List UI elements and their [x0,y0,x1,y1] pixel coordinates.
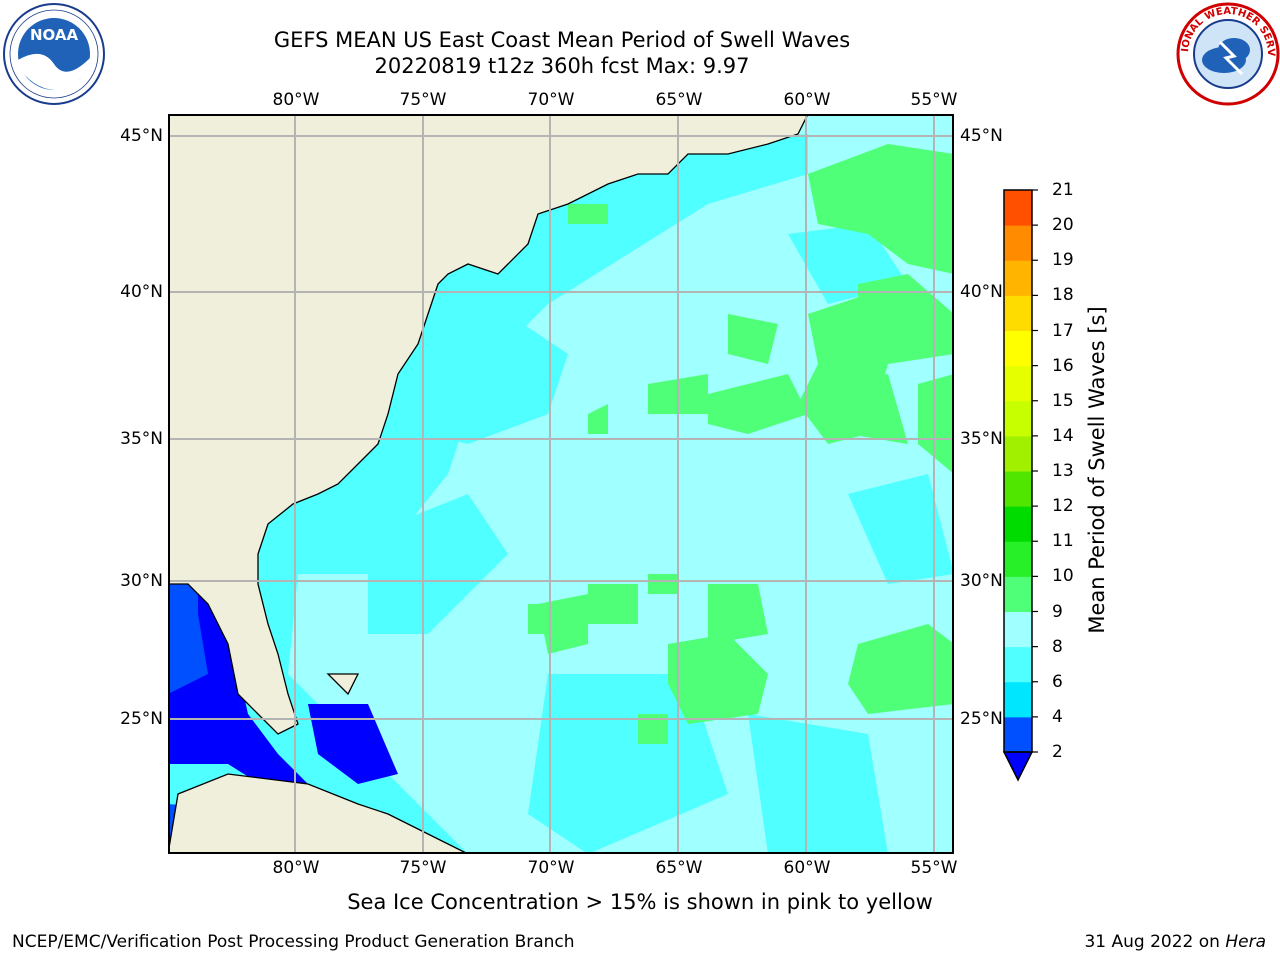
colorbar-segment [1004,541,1032,577]
colorbar-tick-label: 13 [1052,461,1074,481]
colorbar-tick-label: 17 [1052,320,1074,341]
chart-title: GEFS MEAN US East Coast Mean Period of S… [273,28,851,52]
lat-tick-right: 30°N [960,571,1003,591]
colorbar-segment [1004,225,1032,261]
colorbar-under-arrow [1002,751,1034,782]
colorbar-tick-label: 20 [1052,215,1074,236]
lat-tick-right: 35°N [960,429,1003,449]
swell-period-map [168,114,954,854]
colorbar-segment [1004,576,1032,612]
colorbar-tick-label: 14 [1052,425,1074,446]
colorbar-segment [1004,506,1032,542]
lon-tick-top: 60°W [783,90,831,110]
colorbar-segment [1004,190,1032,226]
map-gridlines [168,114,954,854]
lon-tick-top: 80°W [272,90,320,110]
footer-host: Hera [1225,932,1266,952]
colorbar-tick-label: 12 [1052,496,1074,517]
footer-date-text: 31 Aug 2022 on [1084,932,1226,952]
colorbar-tick-label: 8 [1052,636,1063,657]
colorbar-tick-label: 4 [1052,706,1063,727]
lon-tick-bottom: 65°W [655,858,703,878]
offshore-cyan-patch [428,314,568,444]
colorbar-segment [1004,400,1032,437]
lat-tick-right: 45°N [960,126,1003,146]
colorbar-label: Mean Period of Swell Waves [s] [1085,306,1109,634]
lon-tick-bottom: 80°W [272,858,320,878]
colorbar-segment [1004,365,1032,402]
colorbar-tick-label: 16 [1052,355,1074,376]
footer-date: 31 Aug 2022 on Hera [1084,932,1266,952]
colorbar-segment [1004,471,1032,507]
lat-tick-left: 30°N [120,571,163,591]
map-frame [168,114,954,854]
lon-tick-bottom: 60°W [783,858,831,878]
colorbar-tick-label: 18 [1052,285,1074,306]
lat-tick-right: 40°N [960,282,1003,302]
lat-tick-left: 45°N [120,126,163,146]
colorbar-segment [1004,435,1032,472]
offshore-cyan-patch [368,494,508,634]
colorbar-segment [1004,611,1032,648]
colorbar-tick-label: 10 [1052,566,1074,587]
colorbar-tick-label: 6 [1052,671,1063,692]
colorbar-segment [1004,260,1032,296]
nws-logo-icon: NATIONAL WEATHER SERVICE [1176,2,1280,106]
colorbar-segment [1004,716,1032,753]
lon-tick-bottom: 55°W [910,858,958,878]
lon-tick-bottom: 75°W [399,858,447,878]
colorbar-segment [1004,681,1032,718]
lat-tick-right: 25°N [960,709,1003,729]
colorbar-segment [1004,330,1032,367]
lon-tick-top: 70°W [527,90,575,110]
colorbar-tick-label: 15 [1052,390,1074,411]
lon-tick-top: 55°W [910,90,958,110]
lat-tick-left: 35°N [120,429,163,449]
colorbar-tick-label: 19 [1052,250,1074,271]
chart-subtitle: 20220819 t12z 360h fcst Max: 9.97 [374,54,750,78]
lat-tick-left: 40°N [120,282,163,302]
colorbar-tick-label: 2 [1052,742,1063,762]
colorbar-segment [1004,295,1032,331]
lon-tick-bottom: 70°W [527,858,575,878]
sea-ice-note: Sea Ice Concentration > 15% is shown in … [0,890,1280,914]
footer-credit: NCEP/EMC/Verification Post Processing Pr… [12,932,575,952]
offshore-cyan-patch [848,474,954,584]
lon-tick-top: 75°W [399,90,447,110]
colorbar-tick-label: 11 [1052,531,1074,552]
land-masses [168,114,809,854]
sea-ice-note-text: Sea Ice Concentration > 15% is shown in … [347,890,933,914]
colorbar-tick-label: 9 [1052,601,1063,622]
colorbar [1002,189,1038,782]
lat-tick-left: 25°N [120,709,163,729]
colorbar-segment [1004,646,1032,683]
offshore-cyan-patch [748,714,888,854]
colorbar-tick-label: 21 [1052,180,1074,200]
lon-tick-top: 65°W [655,90,703,110]
noaa-logo-icon: NOAA [3,3,105,105]
noaa-logo-text: NOAA [30,26,79,44]
